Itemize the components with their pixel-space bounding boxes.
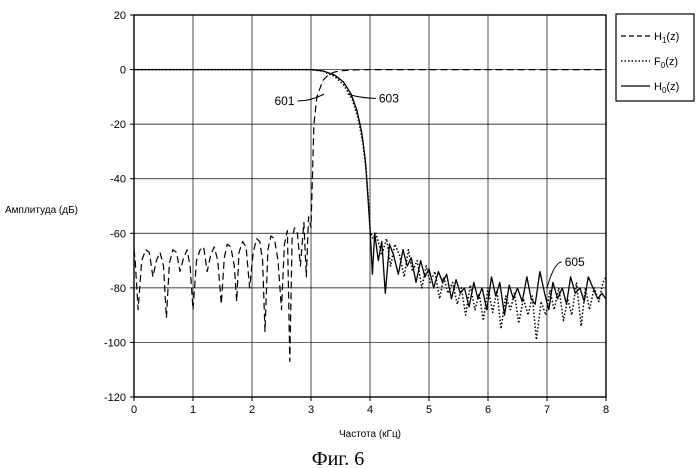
annotation-label-601: 601: [274, 94, 294, 108]
annotation-leader-2: [547, 262, 562, 288]
legend-label-0: H1(z): [654, 31, 679, 45]
x-tick-label-4: 4: [367, 404, 373, 416]
x-tick-label-2: 2: [249, 404, 255, 416]
axes: 0 1 2 3 4 5 6 7 8 20 0 -20 -40 -60 -80 -100 -120: [104, 10, 609, 416]
y-axis-label: Амплитуда (дБ): [5, 205, 78, 216]
x-axis-label: Частота (кГц): [339, 429, 401, 440]
x-tick-label-8: 8: [603, 404, 609, 416]
x-tick-label-0: 0: [131, 404, 137, 416]
y-tick-label-6: -100: [104, 337, 126, 349]
y-tick-label-2: -20: [110, 119, 126, 131]
y-tick-label-3: -40: [110, 174, 126, 186]
figure-caption: Фиг. 6: [312, 448, 364, 468]
y-tick-label-0: 20: [114, 10, 126, 22]
annotation-label-605: 605: [565, 255, 585, 269]
legend-label-2: H0(z): [654, 81, 679, 95]
y-tick-label-4: -60: [110, 228, 126, 240]
y-tick-label-1: 0: [120, 65, 126, 77]
x-tick-label-6: 6: [485, 404, 491, 416]
x-tick-label-3: 3: [308, 404, 314, 416]
legend: H1(z) F0(z) H0(z): [616, 14, 694, 101]
y-tick-label-7: -120: [104, 392, 126, 404]
grid: [134, 15, 606, 397]
annotations: 601 603 605: [274, 91, 585, 288]
legend-label-1: F0(z): [654, 56, 678, 70]
x-tick-label-5: 5: [426, 404, 432, 416]
annotation-label-603: 603: [379, 91, 399, 105]
x-tick-label-7: 7: [544, 404, 550, 416]
y-tick-label-5: -80: [110, 283, 126, 295]
x-tick-label-1: 1: [190, 404, 196, 416]
